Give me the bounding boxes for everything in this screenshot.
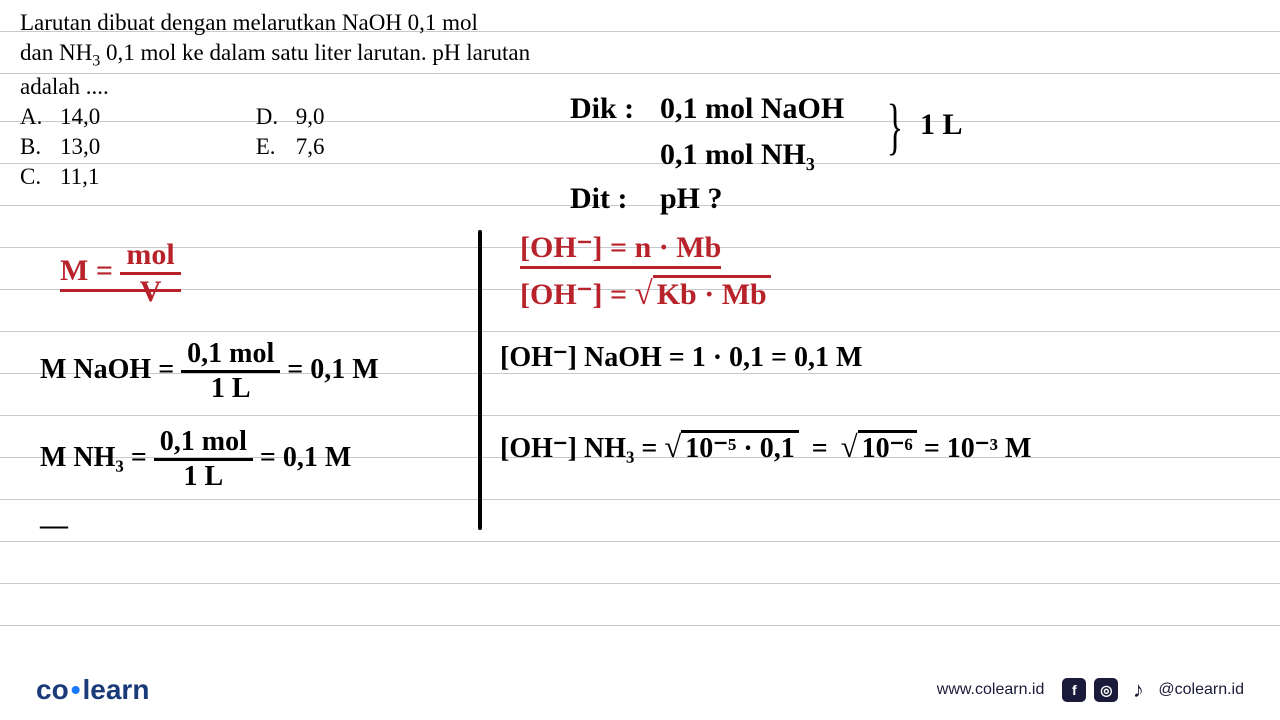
sqrt-icon-2: 10⁻⁵ · 0,1 xyxy=(664,430,798,465)
dash-mark: — xyxy=(40,510,68,542)
facebook-icon: f xyxy=(1062,678,1086,702)
question-line-2: dan NH3 0,1 mol ke dalam satu liter laru… xyxy=(20,38,580,73)
social-icons: f ◎ ♪ @colearn.id xyxy=(1062,678,1244,702)
tiktok-icon: ♪ xyxy=(1126,678,1150,702)
fraction-naoh: 0,1 mol 1 L xyxy=(181,340,280,403)
sqrt-icon-3: 10⁻⁶ xyxy=(841,430,917,465)
m-nh3: M NH₃ = 0,1 mol 1 L = 0,1 M xyxy=(40,428,351,491)
oh-nh3-calc: [OH⁻] NH₃ = 10⁻⁵ · 0,1 = 10⁻⁶ = 10⁻³ M xyxy=(500,430,1031,465)
logo: co•learn xyxy=(36,674,149,706)
dik-line-2: 0,1 mol NH₃ xyxy=(660,138,815,172)
option-d: D.9,0 xyxy=(256,102,436,132)
sqrt-icon: Kb · Mb xyxy=(635,276,771,313)
oh-naoh-calc: [OH⁻] NaOH = 1 · 0,1 = 0,1 M xyxy=(500,340,862,374)
vertical-divider xyxy=(478,230,482,530)
brace-icon: } xyxy=(887,92,903,163)
fraction-mol-v: mol V xyxy=(120,240,180,307)
question-line-3: adalah .... xyxy=(20,72,580,102)
options-block: A.14,0 B.13,0 C.11,1 D.9,0 E.7,6 xyxy=(20,102,436,192)
footer-right: www.colearn.id f ◎ ♪ @colearn.id xyxy=(937,678,1244,702)
dit-value: pH ? xyxy=(660,182,723,216)
dik-label: Dik : xyxy=(570,92,634,126)
formula-m-red: M = mol V xyxy=(60,240,181,307)
instagram-icon: ◎ xyxy=(1094,678,1118,702)
option-e: E.7,6 xyxy=(256,132,436,162)
question-block: Larutan dibuat dengan melarutkan NaOH 0,… xyxy=(20,8,580,102)
m-naoh: M NaOH = 0,1 mol 1 L = 0,1 M xyxy=(40,340,379,403)
fraction-nh3: 0,1 mol 1 L xyxy=(154,428,253,491)
dik-vol: 1 L xyxy=(920,108,963,142)
oh-formula-2: [OH⁻] = Kb · Mb xyxy=(520,276,771,313)
oh-formula-1: [OH⁻] = n · Mb xyxy=(520,230,721,265)
footer-url: www.colearn.id xyxy=(937,681,1045,699)
option-a: A.14,0 xyxy=(20,102,250,132)
option-c: C.11,1 xyxy=(20,162,250,192)
social-handle: @colearn.id xyxy=(1158,681,1244,699)
footer-bar: co•learn www.colearn.id f ◎ ♪ @colearn.i… xyxy=(0,660,1280,720)
dik-line-1: 0,1 mol NaOH xyxy=(660,92,844,126)
option-b: B.13,0 xyxy=(20,132,250,162)
dit-label: Dit : xyxy=(570,182,627,216)
question-line-1: Larutan dibuat dengan melarutkan NaOH 0,… xyxy=(20,8,580,38)
